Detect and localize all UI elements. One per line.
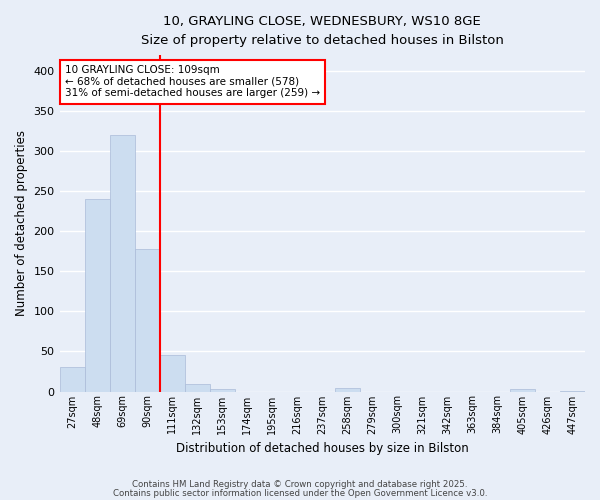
Text: Contains HM Land Registry data © Crown copyright and database right 2025.: Contains HM Land Registry data © Crown c… xyxy=(132,480,468,489)
Y-axis label: Number of detached properties: Number of detached properties xyxy=(15,130,28,316)
Bar xyxy=(335,388,360,392)
Bar xyxy=(160,354,185,392)
Bar xyxy=(510,389,535,392)
Bar xyxy=(209,389,235,392)
Bar xyxy=(85,200,110,392)
Bar xyxy=(110,135,134,392)
Text: 10 GRAYLING CLOSE: 109sqm
← 68% of detached houses are smaller (578)
31% of semi: 10 GRAYLING CLOSE: 109sqm ← 68% of detac… xyxy=(65,65,320,98)
Bar xyxy=(560,390,585,392)
Text: Contains public sector information licensed under the Open Government Licence v3: Contains public sector information licen… xyxy=(113,489,487,498)
X-axis label: Distribution of detached houses by size in Bilston: Distribution of detached houses by size … xyxy=(176,442,469,455)
Bar xyxy=(59,368,85,392)
Title: 10, GRAYLING CLOSE, WEDNESBURY, WS10 8GE
Size of property relative to detached h: 10, GRAYLING CLOSE, WEDNESBURY, WS10 8GE… xyxy=(141,15,504,47)
Bar xyxy=(185,384,209,392)
Bar xyxy=(134,249,160,392)
